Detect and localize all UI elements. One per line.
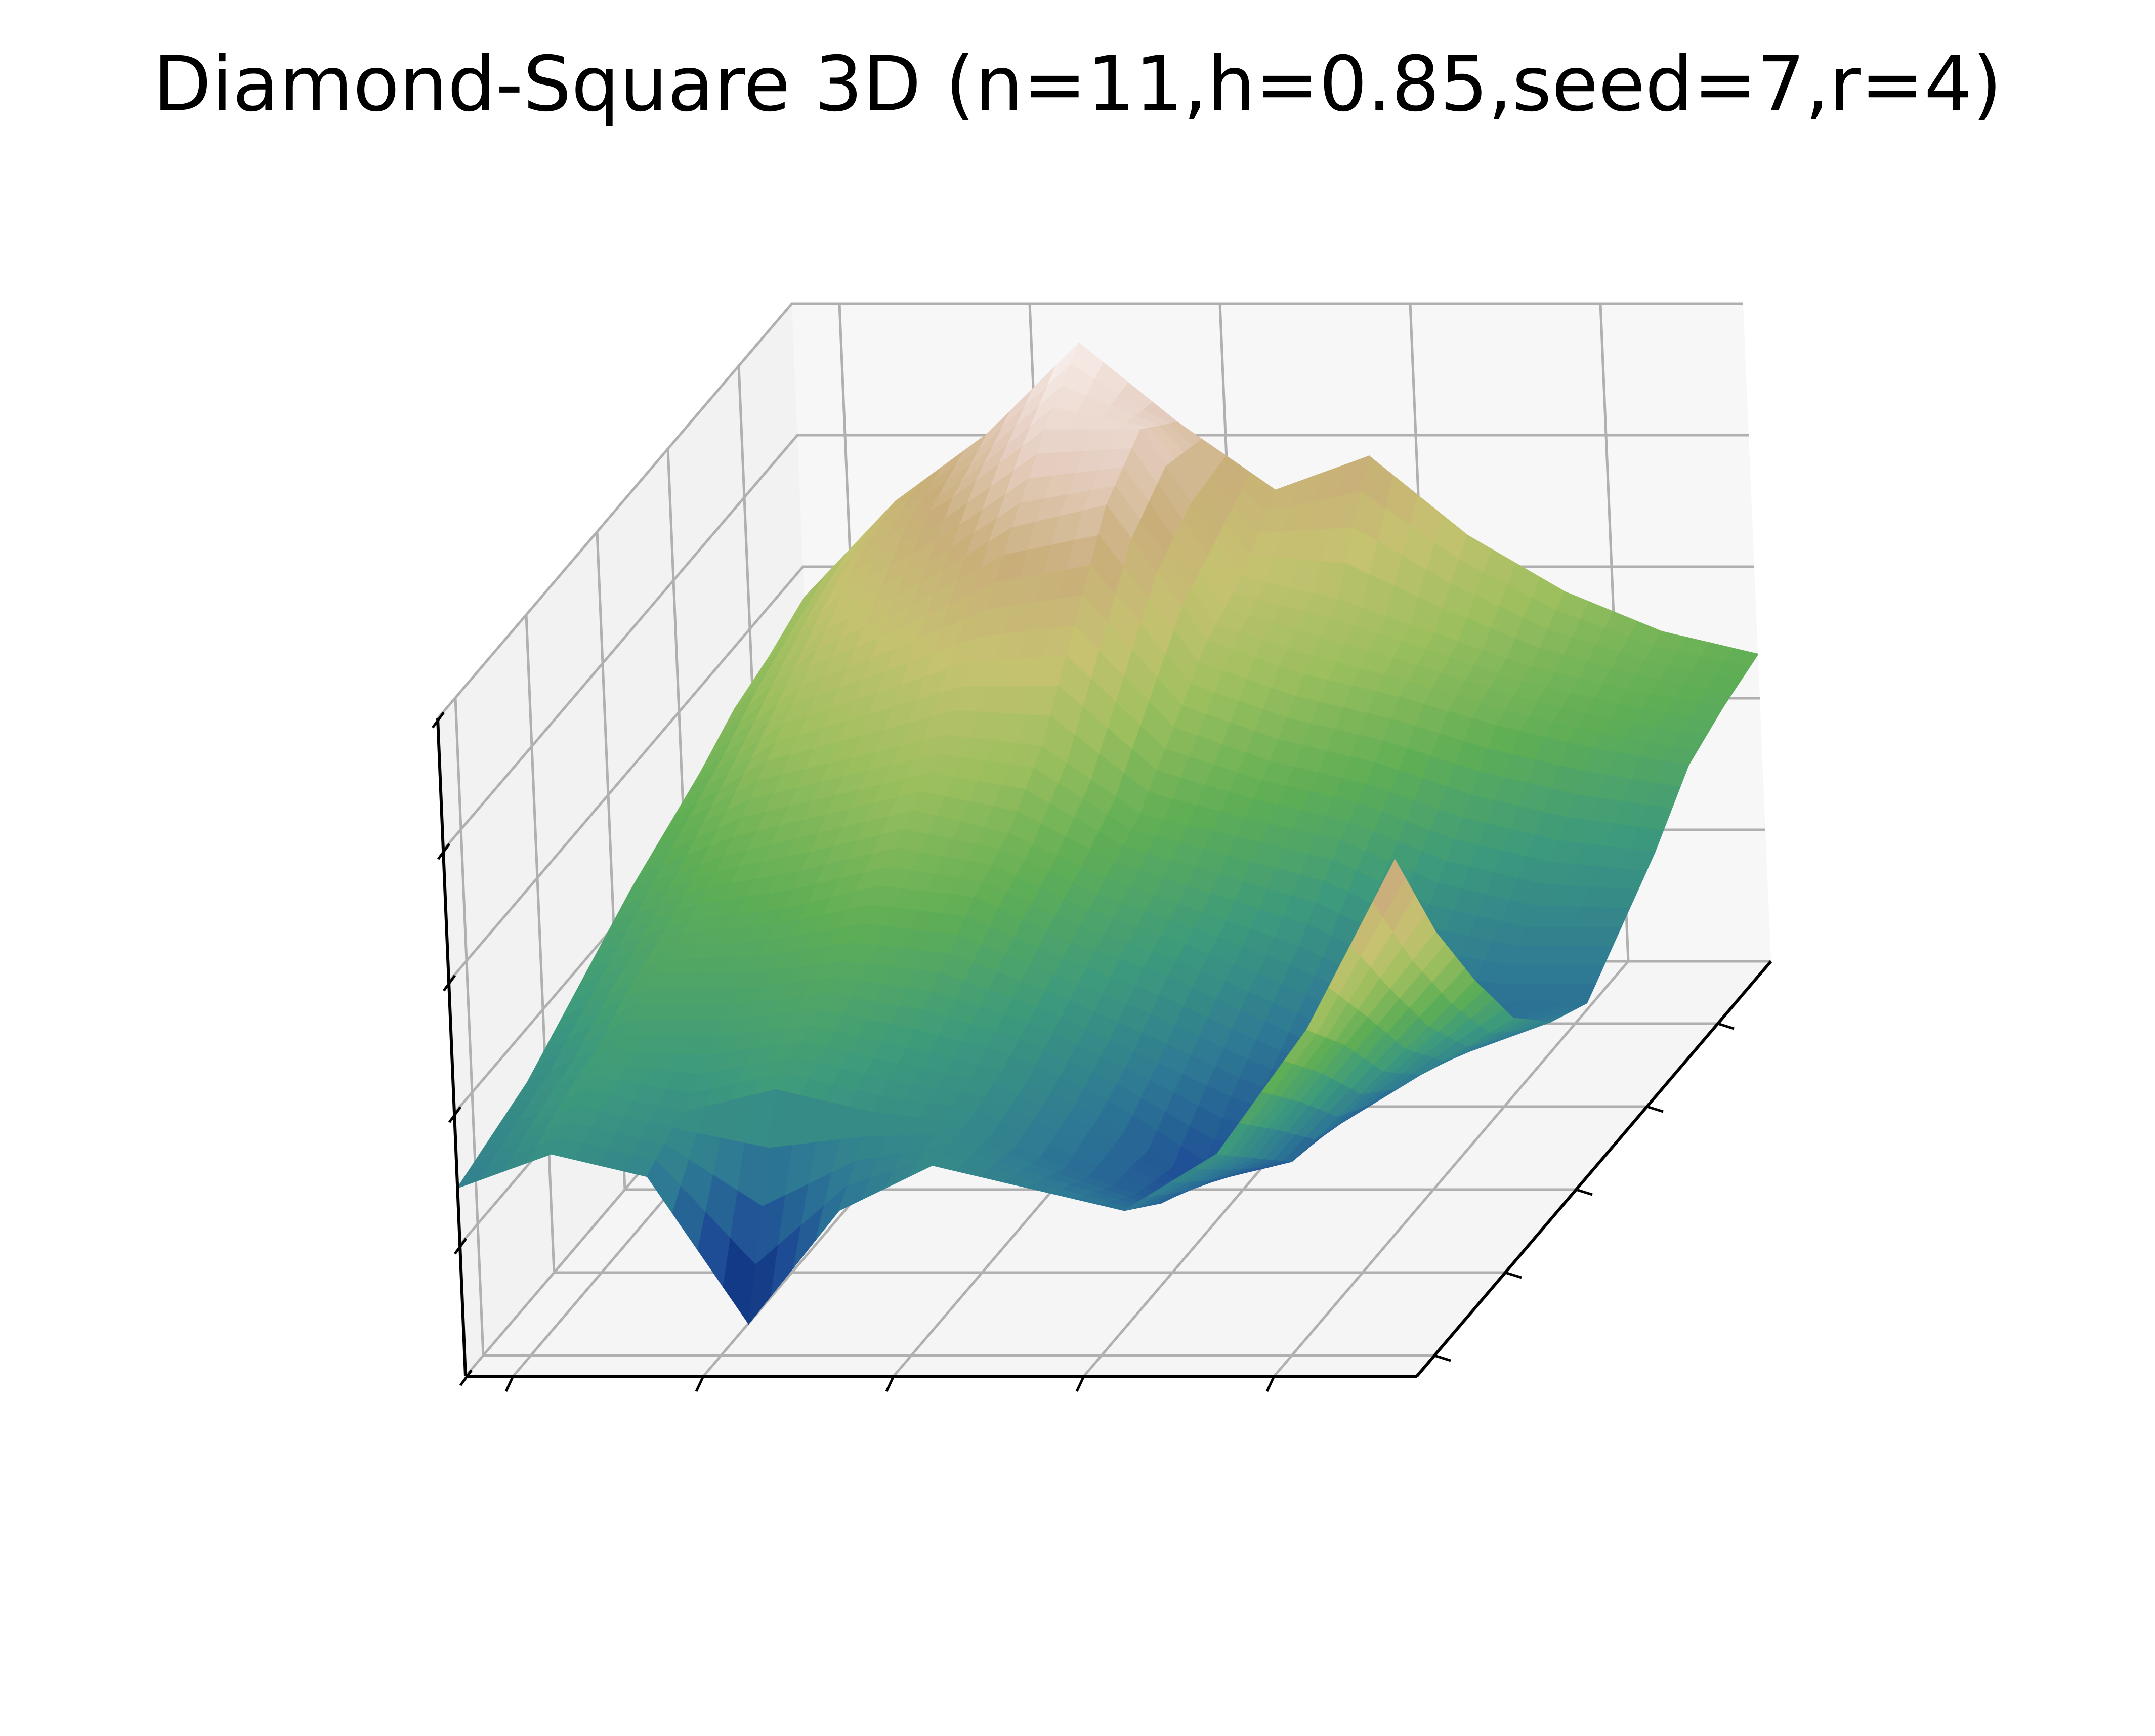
surface-facet bbox=[1372, 859, 1406, 918]
x-tick-4 bbox=[1265, 1375, 1276, 1392]
x-tick-1 bbox=[695, 1375, 705, 1392]
y-axis-line bbox=[1415, 960, 1772, 1377]
z-axis-line bbox=[436, 718, 467, 1377]
z-tick-3 bbox=[442, 975, 456, 992]
z-tick-5 bbox=[431, 711, 445, 729]
y-tick-4 bbox=[1717, 1022, 1735, 1030]
y-tick-0 bbox=[1434, 1354, 1451, 1362]
x-tick-3 bbox=[1075, 1375, 1085, 1392]
x-tick-2 bbox=[885, 1375, 895, 1392]
z-tick-1 bbox=[453, 1238, 468, 1255]
z-tick-4 bbox=[437, 843, 451, 860]
y-tick-3 bbox=[1646, 1105, 1664, 1113]
grid-line-w-5 bbox=[437, 302, 1743, 719]
chart-title: Diamond-Square 3D (n=11,h=0.85,seed=7,r=… bbox=[153, 40, 2002, 129]
grid-line-w-4 bbox=[442, 434, 1749, 851]
z-tick-2 bbox=[448, 1106, 462, 1123]
y-tick-2 bbox=[1576, 1188, 1593, 1196]
surface bbox=[456, 342, 1759, 1326]
axis-lines bbox=[431, 711, 1772, 1392]
y-tick-1 bbox=[1505, 1271, 1522, 1279]
x-tick-0 bbox=[504, 1375, 515, 1392]
